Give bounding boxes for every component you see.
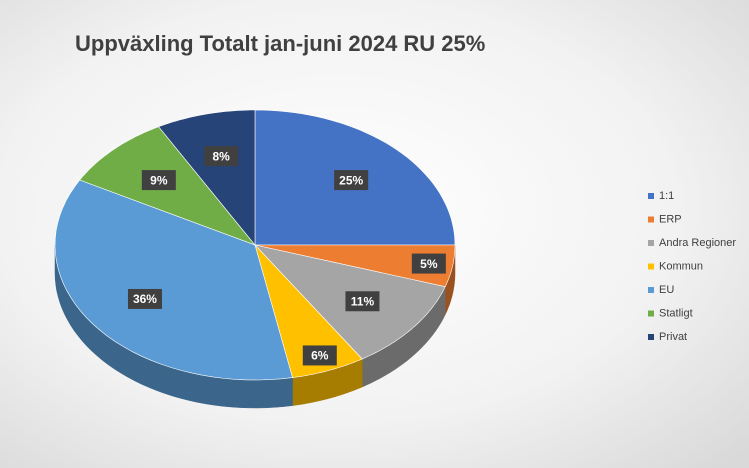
- legend-marker: [648, 193, 654, 199]
- chart-title: Uppväxling Totalt jan-juni 2024 RU 25%: [75, 31, 485, 56]
- slice: [54, 179, 293, 381]
- legend-marker: [648, 287, 654, 293]
- legend-label: Privat: [659, 331, 687, 343]
- data-label-box: [302, 345, 337, 366]
- data-label: 6%: [311, 349, 329, 363]
- legend-marker: [648, 334, 654, 340]
- legend-marker: [648, 216, 654, 223]
- legend-label: 1:1: [659, 190, 674, 202]
- legend-label: Kommun: [659, 260, 703, 272]
- data-label-box: [204, 146, 239, 167]
- legend-marker: [648, 263, 654, 270]
- data-label: 8%: [213, 149, 231, 163]
- data-label-box: [127, 288, 162, 309]
- legend-marker: [648, 310, 654, 317]
- legend-label: EU: [659, 284, 674, 296]
- legend-label: Andra Regioner: [659, 237, 736, 249]
- data-label: 25%: [339, 173, 363, 187]
- legend-marker: [648, 240, 654, 246]
- data-label-box: [411, 253, 446, 274]
- data-label-box: [334, 170, 369, 191]
- data-label: 11%: [351, 294, 375, 308]
- data-label: 36%: [133, 292, 157, 306]
- slice: [158, 109, 256, 246]
- legend-label: ERP: [659, 213, 682, 225]
- data-label-box: [345, 291, 380, 312]
- data-label: 5%: [420, 257, 438, 271]
- slice: [254, 244, 456, 288]
- data-label: 9%: [150, 173, 168, 187]
- slice: [254, 244, 363, 378]
- legend-label: Statligt: [659, 307, 693, 319]
- data-label-box: [141, 170, 176, 191]
